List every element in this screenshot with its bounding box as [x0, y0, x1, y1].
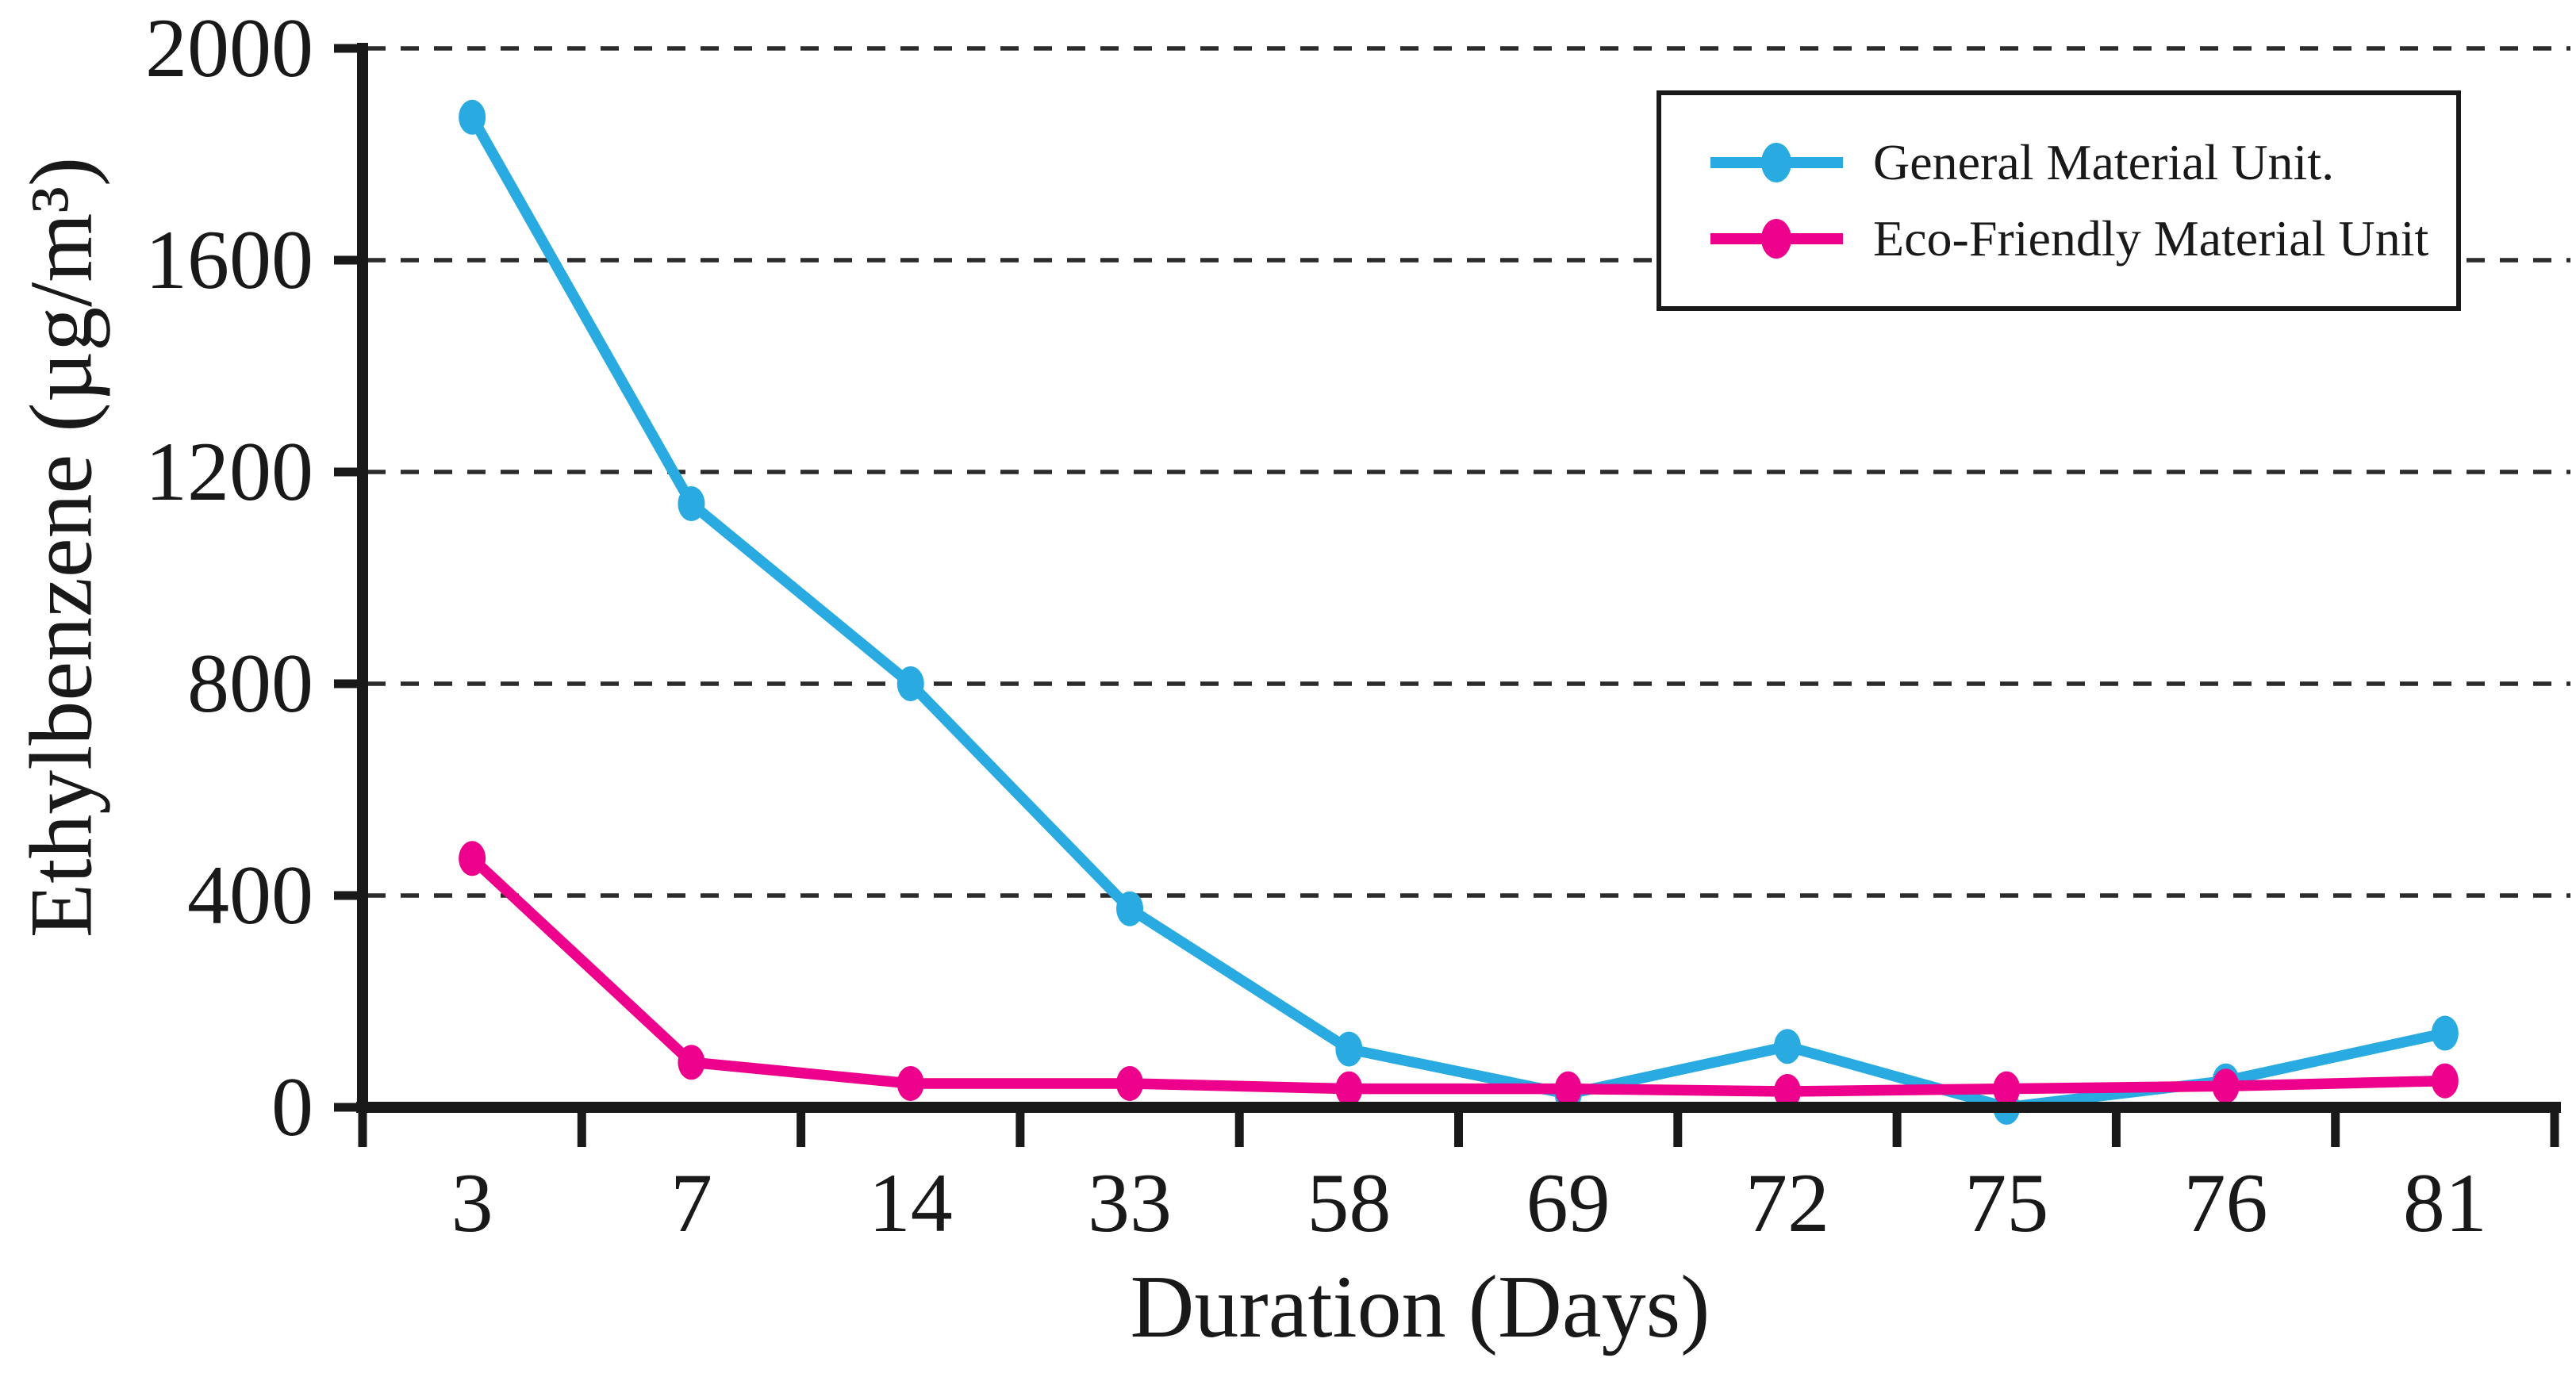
data-point-marker	[1335, 1071, 1363, 1107]
series	[459, 99, 2459, 1125]
y-tick-label: 0	[271, 1061, 313, 1153]
x-tick-label: 69	[1526, 1156, 1610, 1249]
data-point-marker	[1116, 1065, 1144, 1101]
legend: General Material Unit. Eco-Friendly Mate…	[1657, 90, 2461, 311]
x-tick-label: 14	[868, 1156, 953, 1249]
legend-label-eco: Eco-Friendly Material Unit	[1873, 210, 2429, 267]
data-point-marker	[1773, 1029, 1801, 1064]
series-line-0	[466, 112, 2451, 1113]
x-tick-label: 7	[670, 1156, 712, 1249]
legend-item-eco: Eco-Friendly Material Unit	[1707, 209, 2456, 268]
data-point-marker	[678, 1045, 705, 1080]
legend-line-marker-icon	[1710, 219, 1843, 259]
data-point-marker	[1554, 1071, 1582, 1107]
data-point-marker	[1335, 1031, 1363, 1067]
y-tick-label: 2000	[145, 2, 313, 94]
y-tick-label: 1200	[145, 425, 313, 518]
data-point-marker	[896, 1065, 924, 1101]
axes	[334, 43, 2561, 1147]
legend-item-general: General Material Unit.	[1707, 133, 2456, 192]
legend-label-general: General Material Unit.	[1873, 134, 2335, 190]
series-line-1	[466, 853, 2451, 1097]
data-point-marker	[2431, 1063, 2459, 1099]
x-tick-label: 81	[2402, 1156, 2487, 1249]
data-point-marker	[1993, 1071, 2021, 1107]
y-tick-label: 1600	[145, 213, 313, 306]
x-tick-label: 75	[1964, 1156, 2049, 1249]
data-point-marker	[459, 841, 486, 876]
data-point-marker	[896, 666, 924, 701]
data-point-marker	[2431, 1015, 2459, 1051]
y-tick-label: 800	[187, 637, 313, 730]
x-tick-label: 33	[1088, 1156, 1173, 1249]
data-point-marker	[459, 99, 486, 135]
y-tick-label: 400	[187, 849, 313, 942]
x-axis-title: Duration (Days)	[1130, 1258, 1710, 1356]
legend-swatch-marker	[1761, 143, 1791, 182]
x-tick-label: 76	[2183, 1156, 2268, 1249]
data-point-marker	[1773, 1073, 1801, 1109]
legend-swatch-marker	[1761, 219, 1791, 259]
data-point-marker	[1116, 891, 1144, 926]
data-point-marker	[678, 486, 705, 522]
legend-line-marker-icon	[1710, 143, 1843, 182]
x-tick-label: 3	[451, 1156, 493, 1249]
x-tick-label: 72	[1745, 1156, 1829, 1249]
x-tick-label: 58	[1307, 1156, 1392, 1249]
data-point-marker	[2212, 1068, 2240, 1104]
